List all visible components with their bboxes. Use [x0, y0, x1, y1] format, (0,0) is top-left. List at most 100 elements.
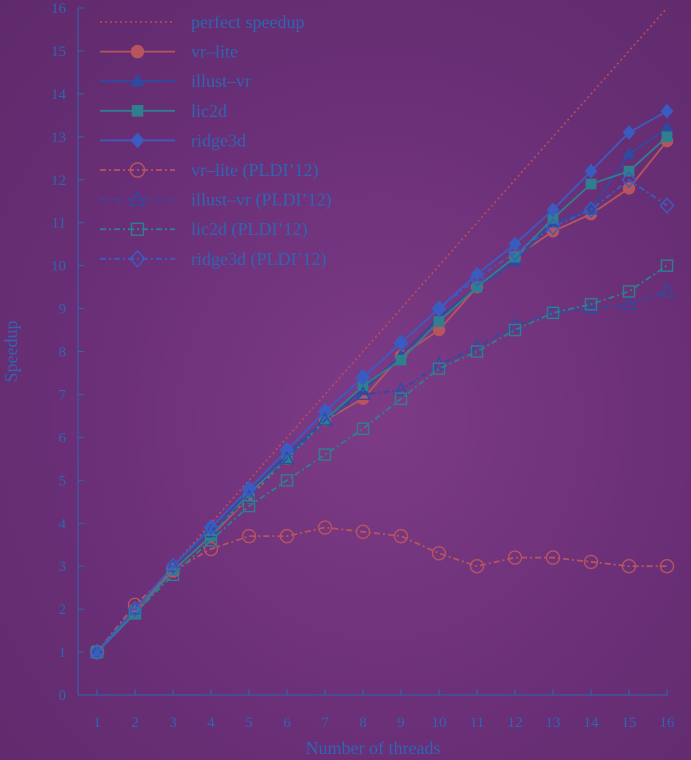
data-point — [129, 162, 146, 178]
y-tick-label: 2 — [59, 602, 67, 618]
y-tick-label: 12 — [51, 173, 66, 189]
data-point — [621, 171, 637, 189]
series-line — [96, 264, 668, 653]
legend-item: perfect speedup — [100, 12, 304, 32]
y-tick-label: 1 — [59, 645, 67, 661]
data-point — [583, 554, 599, 570]
data-point — [166, 568, 180, 582]
x-tick-label: 13 — [546, 715, 561, 731]
x-tick-label: 12 — [508, 715, 523, 731]
series-6 — [89, 283, 675, 658]
data-point — [431, 546, 447, 561]
data-point — [165, 557, 181, 575]
legend-label: ridge3d — [191, 130, 246, 150]
data-point — [585, 178, 597, 190]
series-line — [96, 127, 668, 653]
series-7 — [90, 259, 674, 659]
x-tick-label: 14 — [584, 715, 600, 731]
y-axis-label: Speedup — [1, 321, 21, 383]
data-point — [355, 524, 371, 540]
data-point — [127, 597, 143, 613]
data-point — [355, 386, 371, 401]
data-point — [355, 368, 371, 386]
series-8 — [89, 171, 675, 661]
y-tick-label: 3 — [59, 559, 67, 575]
data-point — [622, 146, 636, 159]
data-point — [623, 165, 635, 177]
x-tick-label: 15 — [622, 715, 637, 731]
y-tick-label: 8 — [59, 345, 67, 361]
series-line — [96, 136, 668, 653]
data-point — [318, 448, 332, 461]
data-point — [280, 474, 294, 487]
data-point — [130, 73, 145, 87]
y-tick-label: 11 — [52, 216, 66, 232]
data-point — [130, 44, 145, 59]
data-point — [432, 362, 446, 375]
data-point — [241, 528, 257, 544]
y-tick-label: 7 — [59, 387, 67, 403]
legend-item: vr–lite — [100, 42, 238, 62]
data-point — [165, 557, 181, 572]
data-point — [394, 392, 408, 405]
y-tick-label: 15 — [51, 44, 66, 60]
y-tick-label: 6 — [59, 430, 67, 446]
data-point — [469, 558, 485, 574]
data-point — [471, 281, 483, 293]
series-line — [96, 526, 667, 653]
data-point — [393, 528, 409, 544]
y-tick-label: 13 — [51, 130, 66, 146]
legend-item: lic2d (PLDI’12) — [100, 219, 307, 240]
data-point — [660, 259, 674, 272]
data-point — [469, 269, 485, 288]
data-point — [242, 499, 256, 513]
x-tick-label: 1 — [93, 715, 101, 731]
data-point — [203, 519, 219, 537]
data-point — [622, 182, 636, 195]
x-tick-label: 9 — [397, 715, 405, 731]
series-line — [96, 140, 668, 653]
x-tick-label: 3 — [169, 715, 177, 731]
data-point — [584, 298, 598, 311]
legend: perfect speedup vr–lite illust–vr lic2d ridg… — [100, 12, 331, 270]
data-point — [279, 450, 295, 465]
data-point — [129, 190, 146, 206]
data-point — [621, 558, 637, 574]
data-point — [127, 600, 143, 618]
y-tick-label: 4 — [59, 516, 67, 532]
y-tick-label: 9 — [59, 302, 67, 318]
data-point — [584, 163, 598, 179]
data-point — [659, 196, 675, 215]
data-point — [393, 381, 409, 396]
data-point — [660, 103, 674, 119]
legend-label: ridge3d (PLDI’12) — [191, 249, 326, 270]
legend-item: ridge3d (PLDI’12) — [100, 249, 326, 270]
x-tick-label: 4 — [207, 715, 215, 731]
legend-label: perfect speedup — [191, 12, 304, 32]
series-5 — [89, 520, 675, 660]
data-point — [661, 131, 673, 143]
data-point — [356, 422, 370, 436]
x-tick-label: 6 — [283, 715, 291, 731]
data-point — [546, 202, 560, 218]
data-point — [279, 528, 295, 544]
x-axis-label: Number of threads — [306, 738, 441, 758]
data-point — [622, 125, 636, 140]
legend-label: illust–vr — [191, 71, 251, 91]
data-point — [431, 300, 447, 318]
legend-item: lic2d — [100, 101, 227, 121]
data-point — [317, 403, 333, 421]
data-point — [546, 306, 560, 320]
data-point — [241, 480, 257, 498]
legend-item: illust–vr (PLDI’12) — [100, 190, 331, 211]
y-tick-label: 16 — [51, 1, 67, 17]
data-point — [621, 296, 637, 310]
x-tick-label: 2 — [131, 715, 139, 731]
series-line — [96, 7, 668, 653]
legend-label: lic2d — [191, 101, 227, 121]
legend-label: vr–lite — [191, 42, 238, 62]
data-point — [129, 249, 146, 268]
x-tick-label: 11 — [470, 715, 484, 731]
